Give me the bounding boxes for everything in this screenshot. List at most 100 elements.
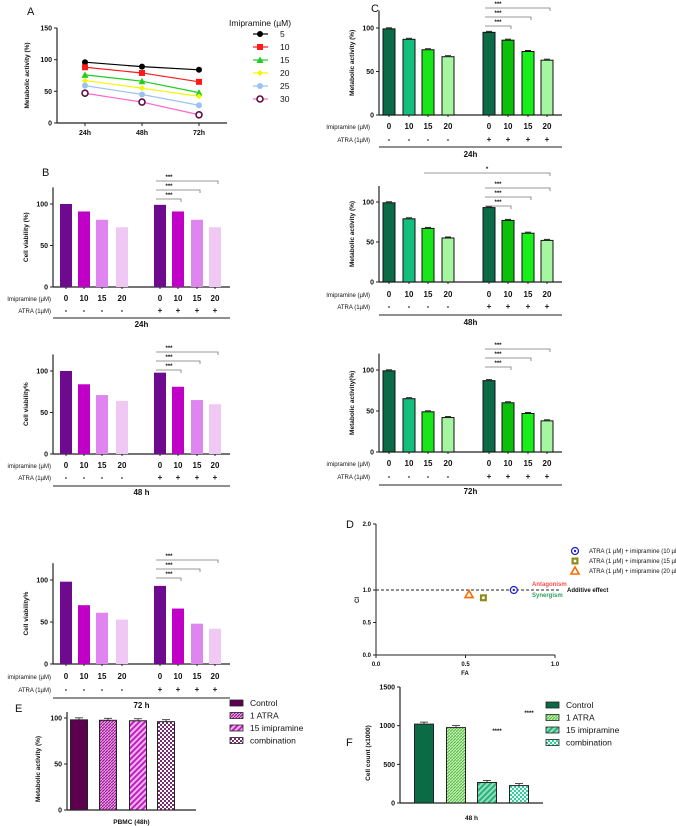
a-x-tick-label: 48h <box>136 130 148 137</box>
c1-y-axis-label: Metabolic activity (%) <box>349 30 356 96</box>
c1-atra-sign: + <box>545 135 550 144</box>
panel-label-c1: C <box>371 3 379 15</box>
d-y-tick-label: 2.0 <box>363 522 372 528</box>
b2-y-tick-label: 50 <box>40 410 48 417</box>
b2-bar-2 <box>96 395 108 454</box>
b1-atra-sign: - <box>121 306 124 315</box>
b3-bar-2 <box>96 612 108 664</box>
c3-significance-label: *** <box>494 361 502 367</box>
a-point-20 <box>196 93 202 100</box>
panel-label-b1: B <box>42 167 49 179</box>
b2-significance-bracket <box>156 369 182 373</box>
c3-atra-sign: - <box>427 472 430 481</box>
c2-imipramine-dose: 0 <box>487 290 492 299</box>
e-legend-label: 15 imipramine <box>250 723 304 733</box>
a-legend-label: 30 <box>280 94 290 104</box>
b1-imipramine-dose: 10 <box>174 294 183 303</box>
e-bar-combination <box>157 721 175 811</box>
c1-significance-label: *** <box>494 20 502 26</box>
c2-atra-row-label: ATRA (1µM) <box>337 305 370 311</box>
b1-imipramine-dose: 15 <box>193 294 202 303</box>
c2-y-axis-label: Metabolic activity (%) <box>349 201 356 267</box>
c1-significance-bracket <box>485 16 532 20</box>
e-legend-swatch <box>229 737 244 744</box>
c3-significance-label: *** <box>494 343 502 349</box>
b1-imipramine-dose: 15 <box>98 294 107 303</box>
b3-bar-4 <box>154 585 166 664</box>
b2-x-axis-label: 48 h <box>133 488 149 497</box>
e-y-tick-label: 50 <box>54 762 62 769</box>
e-legend-swatch <box>229 724 244 732</box>
b1-atra-sign: - <box>83 306 86 315</box>
c3-significance-label: *** <box>494 352 502 358</box>
c1-imipramine-dose: 20 <box>543 122 552 131</box>
b1-bar-3 <box>116 227 128 287</box>
a-y-tick-label: 100 <box>40 57 52 64</box>
a-x-tick-label: 72h <box>193 130 205 137</box>
b2-significance-label: *** <box>165 364 173 370</box>
b1-atra-row-label: ATRA (1µM) <box>18 309 51 315</box>
b3-imipramine-dose: 15 <box>193 672 202 681</box>
c2-imipramine-dose: 20 <box>444 290 453 299</box>
b3-imipramine-dose: 10 <box>80 672 89 681</box>
c2-bar-1 <box>402 218 416 283</box>
b3-significance-bracket <box>156 559 219 563</box>
a-point-25 <box>139 91 145 98</box>
f-bar-15-imipramine <box>477 782 497 804</box>
c1-significance-label: *** <box>494 11 502 17</box>
a-legend-label: 5 <box>280 29 285 39</box>
a-legend-label: 20 <box>280 68 290 78</box>
b3-x-axis-label: 72 h <box>133 701 149 710</box>
b3-bar-3 <box>116 619 128 664</box>
c2-significance-bracket <box>485 205 512 209</box>
c1-imipramine-dose: 0 <box>387 122 392 131</box>
c3-bar-0 <box>382 370 396 453</box>
d-point-0-dot <box>512 588 516 592</box>
b1-significance-bracket <box>156 189 201 193</box>
d-y-axis-label: CI <box>355 597 361 603</box>
a-legend-title: Imipramine (µM) <box>229 18 291 28</box>
b2-bar-4 <box>154 372 166 454</box>
b1-y-tick-label: 100 <box>36 202 48 209</box>
d-legend-label: ATRA (1 µM) + imipramine (20 µM) <box>589 569 676 575</box>
c1-bar-6 <box>521 50 535 116</box>
c2-bar-3 <box>441 237 455 283</box>
b2-imipramine-dose: 0 <box>64 461 69 470</box>
c3-imipramine-row-label: imipramine (µM) <box>327 462 370 468</box>
c3-y-tick-label: 0 <box>370 450 374 457</box>
b2-y-tick-label: 0 <box>44 452 48 459</box>
b1-atra-sign: - <box>101 306 104 315</box>
c3-y-tick-label: 100 <box>362 368 374 375</box>
c1-bar-2 <box>421 49 435 116</box>
b3-atra-sign: - <box>101 685 104 694</box>
b1-bar-2 <box>96 219 108 287</box>
b1-significance-label: *** <box>165 193 173 199</box>
c3-significance-bracket <box>485 357 532 361</box>
b1-atra-sign: + <box>158 306 163 315</box>
c2-imipramine-dose: 0 <box>387 290 392 299</box>
b1-bar-4 <box>154 204 166 287</box>
b2-atra-sign: + <box>213 473 218 482</box>
c2-bar-5 <box>501 219 515 283</box>
e-legend-label: combination <box>250 736 296 746</box>
c1-imipramine-dose: 15 <box>524 122 533 131</box>
c1-y-tick-label: 100 <box>362 26 374 33</box>
b3-significance-label: *** <box>165 554 173 560</box>
b3-imipramine-dose: 0 <box>64 672 69 681</box>
a-point-15 <box>138 77 146 85</box>
f-legend-label: Control <box>566 700 594 710</box>
a-y-tick-label: 150 <box>40 26 52 33</box>
d-legend-marker-1-inner <box>573 559 577 563</box>
c2-significance-label: *** <box>494 182 502 188</box>
b3-y-tick-label: 50 <box>40 620 48 627</box>
d-x-tick-label: 0.5 <box>461 662 470 668</box>
b2-imipramine-dose: 0 <box>158 461 163 470</box>
f-significance-label: **** <box>492 729 502 735</box>
b1-imipramine-dose: 10 <box>80 294 89 303</box>
b2-significance-label: *** <box>165 355 173 361</box>
b3-significance-label: *** <box>165 572 173 578</box>
b2-imipramine-dose: 15 <box>98 461 107 470</box>
b2-imipramine-dose: 15 <box>193 461 202 470</box>
a-y-tick-label: 0 <box>48 121 52 128</box>
